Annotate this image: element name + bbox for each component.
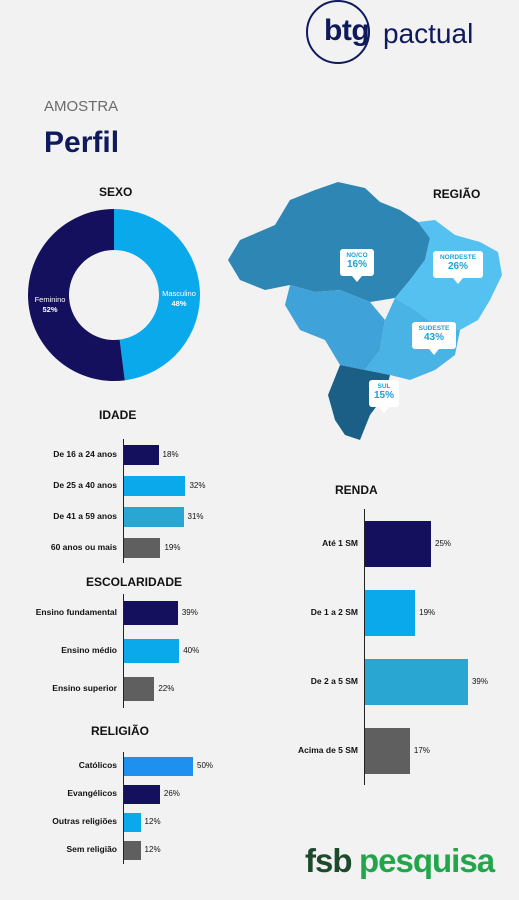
bar-value: 19% bbox=[164, 542, 181, 552]
pin-nordeste: NORDESTE 26% bbox=[433, 251, 483, 284]
bar-label: 60 anos ou mais bbox=[50, 541, 117, 552]
chart-idade-axis bbox=[123, 439, 124, 563]
bar-label: De 1 a 2 SM bbox=[310, 606, 358, 617]
bar-value: 31% bbox=[187, 511, 204, 521]
religiao-title: RELIGIÃO bbox=[91, 724, 150, 738]
pin-sul-pct: 15% bbox=[373, 390, 394, 401]
bar-label: De 25 a 40 anos bbox=[53, 479, 117, 490]
bar-value: 39% bbox=[471, 676, 488, 686]
donut-slice-feminino bbox=[28, 209, 125, 381]
bar bbox=[124, 444, 159, 465]
bar bbox=[124, 475, 186, 496]
pin-sudeste: SUDESTE 43% bbox=[412, 322, 456, 355]
bar bbox=[365, 520, 431, 567]
bar bbox=[124, 812, 141, 832]
bar-value: 40% bbox=[183, 646, 200, 655]
bar bbox=[365, 658, 468, 705]
bar-label: Ensino médio bbox=[61, 645, 117, 655]
chart-religiao-axis bbox=[123, 752, 124, 864]
donut-label-feminino: Feminino 52% bbox=[30, 295, 70, 315]
bar-value: 26% bbox=[163, 789, 180, 798]
region-centerwest bbox=[285, 285, 385, 370]
donut-label-masculino-value: 48% bbox=[171, 299, 187, 308]
bar bbox=[124, 639, 180, 663]
logo-pesquisa: pesquisa bbox=[359, 842, 495, 879]
bar-value: 17% bbox=[413, 745, 430, 755]
bar bbox=[124, 506, 184, 527]
bar-label: Acima de 5 SM bbox=[298, 744, 358, 755]
page-subtitle: AMOSTRA bbox=[44, 98, 119, 115]
bar-label: Até 1 SM bbox=[322, 537, 358, 548]
bar-value: 19% bbox=[419, 607, 436, 617]
bar-value: 25% bbox=[435, 538, 452, 548]
bar-value: 12% bbox=[144, 845, 161, 854]
pin-noco: NO/CO 16% bbox=[340, 249, 374, 282]
logo-btg: btg bbox=[324, 14, 370, 47]
region-north bbox=[228, 182, 430, 302]
chart-renda-axis bbox=[364, 509, 365, 785]
renda-title: RENDA bbox=[335, 483, 378, 497]
pin-sudeste-name: SUDESTE bbox=[418, 325, 450, 332]
logo-pactual: pactual bbox=[383, 18, 474, 49]
pin-sul: SUL 15% bbox=[369, 380, 399, 413]
bar-value: 22% bbox=[158, 684, 175, 693]
bar-label: Evangélicos bbox=[67, 788, 117, 798]
bar-value: 12% bbox=[144, 817, 161, 826]
pin-nordeste-name: NORDESTE bbox=[439, 254, 477, 261]
bar bbox=[365, 589, 416, 636]
sexo-title: SEXO bbox=[99, 185, 133, 199]
bar bbox=[124, 601, 178, 625]
bar-label: Ensino superior bbox=[52, 683, 117, 693]
bar-label: Ensino fundamental bbox=[35, 607, 117, 617]
bar bbox=[124, 537, 161, 558]
escolaridade-title: ESCOLARIDADE bbox=[86, 575, 183, 589]
pin-sul-name: SUL bbox=[377, 383, 391, 390]
pin-sudeste-pct: 43% bbox=[423, 332, 444, 343]
logo-ring-icon bbox=[306, 0, 370, 64]
bar-label: De 41 a 59 anos bbox=[53, 510, 117, 521]
bar-value: 32% bbox=[189, 480, 206, 490]
page-title: Perfil bbox=[44, 126, 120, 159]
idade-title: IDADE bbox=[99, 408, 137, 422]
bar-label: De 2 a 5 SM bbox=[310, 675, 358, 686]
bar bbox=[124, 840, 141, 860]
bar bbox=[124, 677, 155, 701]
chart-escolaridade-axis bbox=[123, 594, 124, 708]
bar bbox=[124, 756, 193, 776]
pin-noco-pct: 16% bbox=[346, 259, 367, 270]
sexo-donut-chart bbox=[28, 209, 201, 381]
bar-label: Católicos bbox=[78, 760, 117, 770]
bar-label: Sem religião bbox=[66, 844, 117, 854]
donut-slice-masculino bbox=[114, 209, 201, 381]
bar-value: 50% bbox=[197, 761, 214, 770]
donut-label-masculino-name: Masculino bbox=[162, 289, 196, 298]
bar-label: De 16 a 24 anos bbox=[53, 448, 117, 459]
bar-label: Outras religiões bbox=[52, 816, 117, 826]
donut-label-feminino-name: Feminino bbox=[34, 295, 66, 304]
regiao-title: REGIÃO bbox=[433, 187, 481, 201]
donut-label-masculino: Masculino 48% bbox=[157, 289, 201, 309]
pin-noco-name: NO/CO bbox=[346, 252, 368, 259]
bar bbox=[124, 784, 160, 804]
bar-value: 39% bbox=[181, 608, 198, 617]
bar-value: 18% bbox=[162, 449, 179, 459]
donut-label-feminino-value: 52% bbox=[42, 305, 58, 314]
brazil-map bbox=[228, 182, 502, 440]
bar bbox=[365, 727, 410, 774]
pin-nordeste-pct: 26% bbox=[447, 261, 468, 272]
logo-fsb: fsb bbox=[305, 842, 352, 879]
